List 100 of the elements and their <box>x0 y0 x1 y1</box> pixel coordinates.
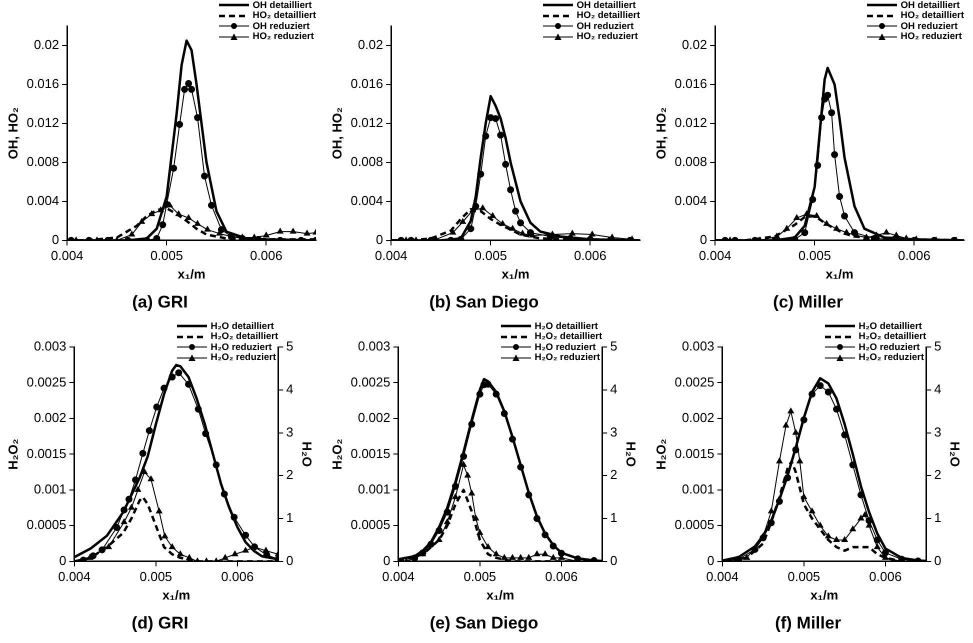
y-tick-label: 0 <box>376 232 384 247</box>
y2-tick-label: 0 <box>934 552 942 568</box>
y-axis-title: OH, HO₂ <box>653 106 668 160</box>
legend-label: H₂O₂ detailliert <box>534 331 602 342</box>
legend-label: HO₂ reduziert <box>252 31 314 42</box>
y-tick-label: 0 <box>59 552 66 568</box>
legend-label: H₂O₂ reduziert <box>858 352 924 364</box>
x-tick-label: 0.006 <box>221 568 254 584</box>
y-axis-title: OH, HO₂ <box>329 106 344 160</box>
legend-label: H₂O detailliert <box>210 320 274 332</box>
legend-label: H₂O reduziert <box>858 342 920 353</box>
x-tick-label: 0.005 <box>464 568 496 584</box>
y-axis-title: H₂O₂ <box>5 438 20 470</box>
y-tick-label: 0.0025 <box>674 374 714 390</box>
y-tick-label: 0.0015 <box>26 446 66 461</box>
y-tick-label: 0.02 <box>358 37 384 52</box>
y-axis-title: H₂O₂ <box>329 438 344 470</box>
y2-tick-label: 3 <box>286 424 294 440</box>
text: (d) GRI <box>132 613 188 632</box>
y-tick-label: 0.004 <box>26 192 60 208</box>
y2-tick-label: 0 <box>286 552 294 568</box>
x-tick-label: 0.005 <box>474 248 507 263</box>
x-axis-title: x₁/m <box>162 587 190 602</box>
y-tick-label: 0.02 <box>682 37 708 52</box>
legend-label: HO₂ detailliert <box>576 10 640 22</box>
y-tick-label: 0.001 <box>682 482 714 497</box>
y-tick-label: 0 <box>383 552 390 568</box>
y-axis-title: H₂O₂ <box>653 438 668 470</box>
legend-label: OH reduziert <box>900 20 958 32</box>
y-tick-label: 0.016 <box>674 76 708 92</box>
text: (f) Miller <box>774 613 842 632</box>
x-axis-title: x₁/m <box>810 587 838 602</box>
y2-tick-label: 1 <box>286 510 294 526</box>
y2-tick-label: 2 <box>286 467 294 482</box>
legend-label: H₂O₂ detailliert <box>210 331 278 342</box>
text: (a) GRI <box>132 292 188 312</box>
x-axis-title: x₁/m <box>486 587 514 602</box>
x-tick-label: 0.006 <box>250 248 282 263</box>
y-tick-label: 0.001 <box>358 482 390 497</box>
y-tick-label: 0.016 <box>26 76 60 92</box>
y-tick-label: 0 <box>52 232 60 247</box>
y2-tick-label: 1 <box>934 510 942 526</box>
y-tick-label: 0.0005 <box>26 517 66 532</box>
y2-tick-label: 2 <box>934 467 942 482</box>
legend-label: OH detailliert <box>576 0 636 11</box>
y-tick-label: 0.0015 <box>350 446 390 461</box>
legend-label: HO₂ reduziert <box>900 31 962 42</box>
legend-label: H₂O₂ detailliert <box>858 331 926 342</box>
x-tick-label: 0.005 <box>140 568 172 584</box>
y-tick-label: 0.0025 <box>26 374 66 390</box>
x-tick-label: 0.006 <box>545 568 578 584</box>
y2-axis-title: H₂O <box>948 442 963 467</box>
text: (b) San Diego <box>429 292 539 312</box>
legend-label: H₂O₂ reduziert <box>210 352 276 364</box>
x-tick-label: 0.005 <box>150 248 183 263</box>
y-tick-label: 0.003 <box>34 338 66 354</box>
y-tick-label: 0.0015 <box>674 446 714 461</box>
legend-label: H₂O detailliert <box>534 320 598 332</box>
x-tick-label: 0.006 <box>574 248 606 263</box>
y2-axis-title: H₂O <box>300 442 315 467</box>
legend-label: OH reduziert <box>252 20 310 32</box>
y-tick-label: 0.008 <box>350 154 384 170</box>
y2-tick-label: 3 <box>934 424 942 440</box>
x-axis-title: x₁/m <box>178 266 206 282</box>
x-tick-label: 0.006 <box>898 248 930 263</box>
text: (c) Miller <box>773 292 844 312</box>
y2-tick-label: 4 <box>610 381 618 396</box>
y-tick-label: 0.002 <box>34 410 66 426</box>
y2-tick-label: 1 <box>610 510 618 526</box>
y-tick-label: 0 <box>707 552 714 568</box>
y-tick-label: 0.012 <box>26 115 60 130</box>
y-tick-label: 0.008 <box>674 154 708 170</box>
legend-label: H₂O₂ reduziert <box>534 352 600 364</box>
x-axis-title: x₁/m <box>826 266 854 282</box>
y-tick-label: 0.003 <box>682 338 714 354</box>
y-tick-label: 0.0005 <box>674 517 714 532</box>
x-tick-label: 0.005 <box>798 248 831 263</box>
y-tick-label: 0.001 <box>34 482 66 497</box>
y-tick-label: 0.02 <box>34 37 60 52</box>
y2-tick-label: 5 <box>610 338 618 354</box>
legend-label: H₂O reduziert <box>210 342 272 353</box>
y-tick-label: 0.002 <box>682 410 714 426</box>
y-tick-label: 0.004 <box>674 192 708 208</box>
y2-tick-label: 4 <box>934 381 942 396</box>
y2-tick-label: 2 <box>610 467 618 482</box>
y2-tick-label: 5 <box>934 338 942 354</box>
y2-tick-label: 4 <box>286 381 294 396</box>
y2-tick-label: 5 <box>286 338 294 354</box>
y-tick-label: 0.012 <box>350 115 384 130</box>
x-tick-label: 0.006 <box>869 568 902 584</box>
y2-tick-label: 3 <box>610 424 618 440</box>
legend-label: OH detailliert <box>252 0 312 11</box>
y-tick-label: 0.012 <box>674 115 708 130</box>
legend-label: H₂O detailliert <box>858 320 922 332</box>
x-tick-label: 0.005 <box>788 568 820 584</box>
legend-label: HO₂ reduziert <box>576 31 638 42</box>
y-axis-title: OH, HO₂ <box>5 106 20 160</box>
y-tick-label: 0.008 <box>26 154 60 170</box>
y2-tick-label: 0 <box>610 552 618 568</box>
y-tick-label: 0.003 <box>358 338 390 354</box>
